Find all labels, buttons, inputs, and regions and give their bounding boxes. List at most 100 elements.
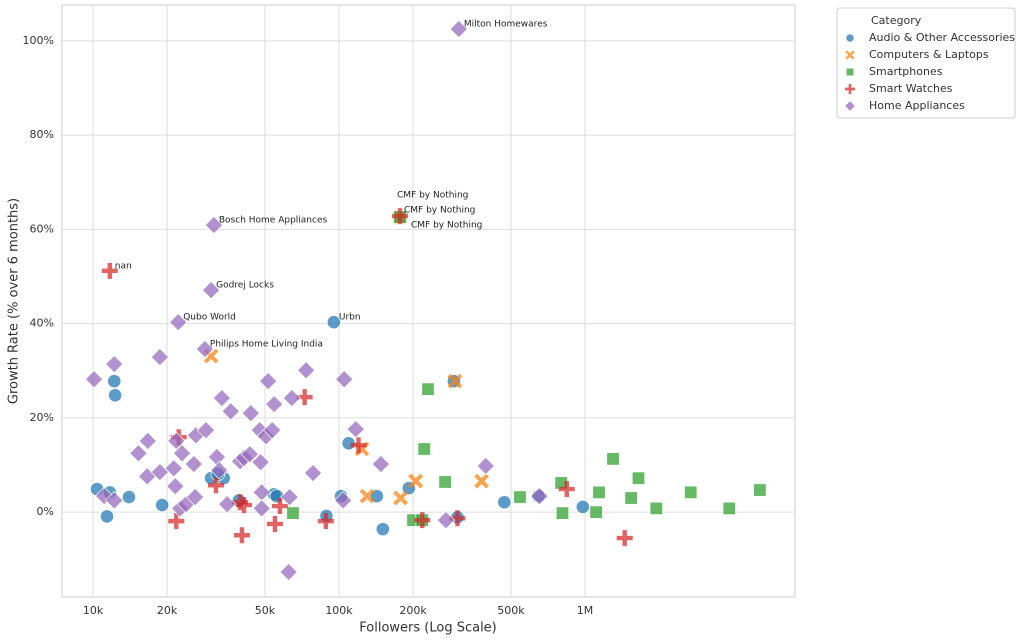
point: [184, 454, 204, 474]
point: [558, 481, 575, 498]
legend-label: Computers & Laptops: [869, 48, 989, 61]
point: [164, 458, 184, 478]
point: [722, 501, 737, 516]
point: [449, 19, 469, 39]
point: [99, 509, 115, 524]
point: [107, 387, 123, 403]
point: [204, 215, 224, 235]
point: [240, 444, 260, 464]
point: [165, 476, 185, 496]
x-tick-label: 50k: [255, 604, 276, 617]
annotation: Urbn: [339, 313, 361, 323]
annotation: CMF by Nothing: [411, 221, 482, 231]
point: [631, 471, 646, 486]
point: [207, 477, 224, 494]
y-tick-label: 100%: [23, 34, 54, 47]
legend-label: Smartphones: [869, 65, 943, 78]
point: [168, 513, 185, 530]
point: [447, 373, 463, 389]
point: [279, 562, 299, 582]
point: [683, 485, 698, 500]
point: [375, 521, 391, 537]
point: [101, 262, 118, 279]
point: [555, 506, 570, 521]
point: [282, 388, 302, 408]
annotation: CMF by Nothing: [404, 206, 475, 216]
point: [209, 460, 229, 480]
point: [252, 498, 272, 518]
y-tick-label: 20%: [30, 411, 54, 424]
point: [752, 483, 767, 497]
annotation: Qubo World: [183, 313, 236, 323]
y-tick-label: 80%: [30, 128, 54, 141]
point: [845, 50, 855, 60]
point: [104, 354, 124, 374]
point: [421, 382, 435, 397]
point: [251, 452, 271, 472]
x-tick-label: 20k: [157, 604, 178, 617]
point: [128, 443, 148, 463]
series: [84, 19, 549, 582]
x-axis-label: Followers (Log Scale): [359, 621, 497, 636]
series: [286, 210, 767, 528]
point: [271, 498, 288, 515]
point: [474, 473, 490, 489]
annotation: Bosch Home Appliances: [219, 216, 328, 226]
point: [417, 442, 432, 456]
point: [649, 501, 664, 516]
point: [185, 487, 205, 507]
point: [94, 486, 114, 506]
point: [592, 485, 606, 500]
point: [393, 490, 409, 506]
annotation: CMF by Nothing: [397, 191, 468, 201]
point: [497, 494, 512, 510]
x-tick-label: 10k: [83, 604, 104, 617]
point: [266, 515, 283, 532]
point: [369, 488, 385, 504]
legend-label: Smart Watches: [869, 82, 953, 95]
point: [262, 420, 282, 440]
point: [438, 475, 453, 489]
point: [258, 371, 278, 391]
legend: [836, 7, 1016, 119]
point: [138, 431, 158, 451]
point: [476, 456, 496, 476]
point: [346, 419, 366, 439]
point: [84, 369, 104, 389]
point: [350, 437, 367, 454]
point: [616, 530, 633, 547]
point: [843, 99, 857, 113]
point: [172, 443, 192, 463]
point: [121, 489, 137, 505]
legend-title: Category: [871, 14, 922, 27]
point: [624, 491, 639, 505]
point: [575, 499, 591, 515]
point: [333, 490, 353, 510]
point: [436, 510, 456, 530]
point: [104, 490, 124, 510]
point: [359, 488, 375, 504]
point: [280, 487, 300, 507]
y-axis-label: Growth Rate (% over 6 months): [7, 198, 22, 404]
point: [236, 497, 253, 514]
y-tick-label: 40%: [30, 317, 54, 330]
point: [326, 314, 342, 330]
point: [106, 373, 122, 389]
point: [168, 312, 188, 332]
point: [241, 403, 261, 423]
point: [217, 494, 237, 514]
point: [150, 347, 170, 367]
x-tick-label: 500k: [497, 604, 525, 617]
point: [845, 67, 855, 77]
point: [334, 369, 354, 389]
point: [296, 360, 316, 380]
point: [606, 451, 620, 466]
point: [196, 420, 216, 440]
point: [195, 339, 215, 359]
annotation: nan: [115, 261, 132, 271]
point: [303, 463, 323, 483]
point: [529, 486, 549, 506]
legend-label: Home Appliances: [869, 99, 965, 112]
annotation: Milton Homewares: [464, 20, 548, 30]
